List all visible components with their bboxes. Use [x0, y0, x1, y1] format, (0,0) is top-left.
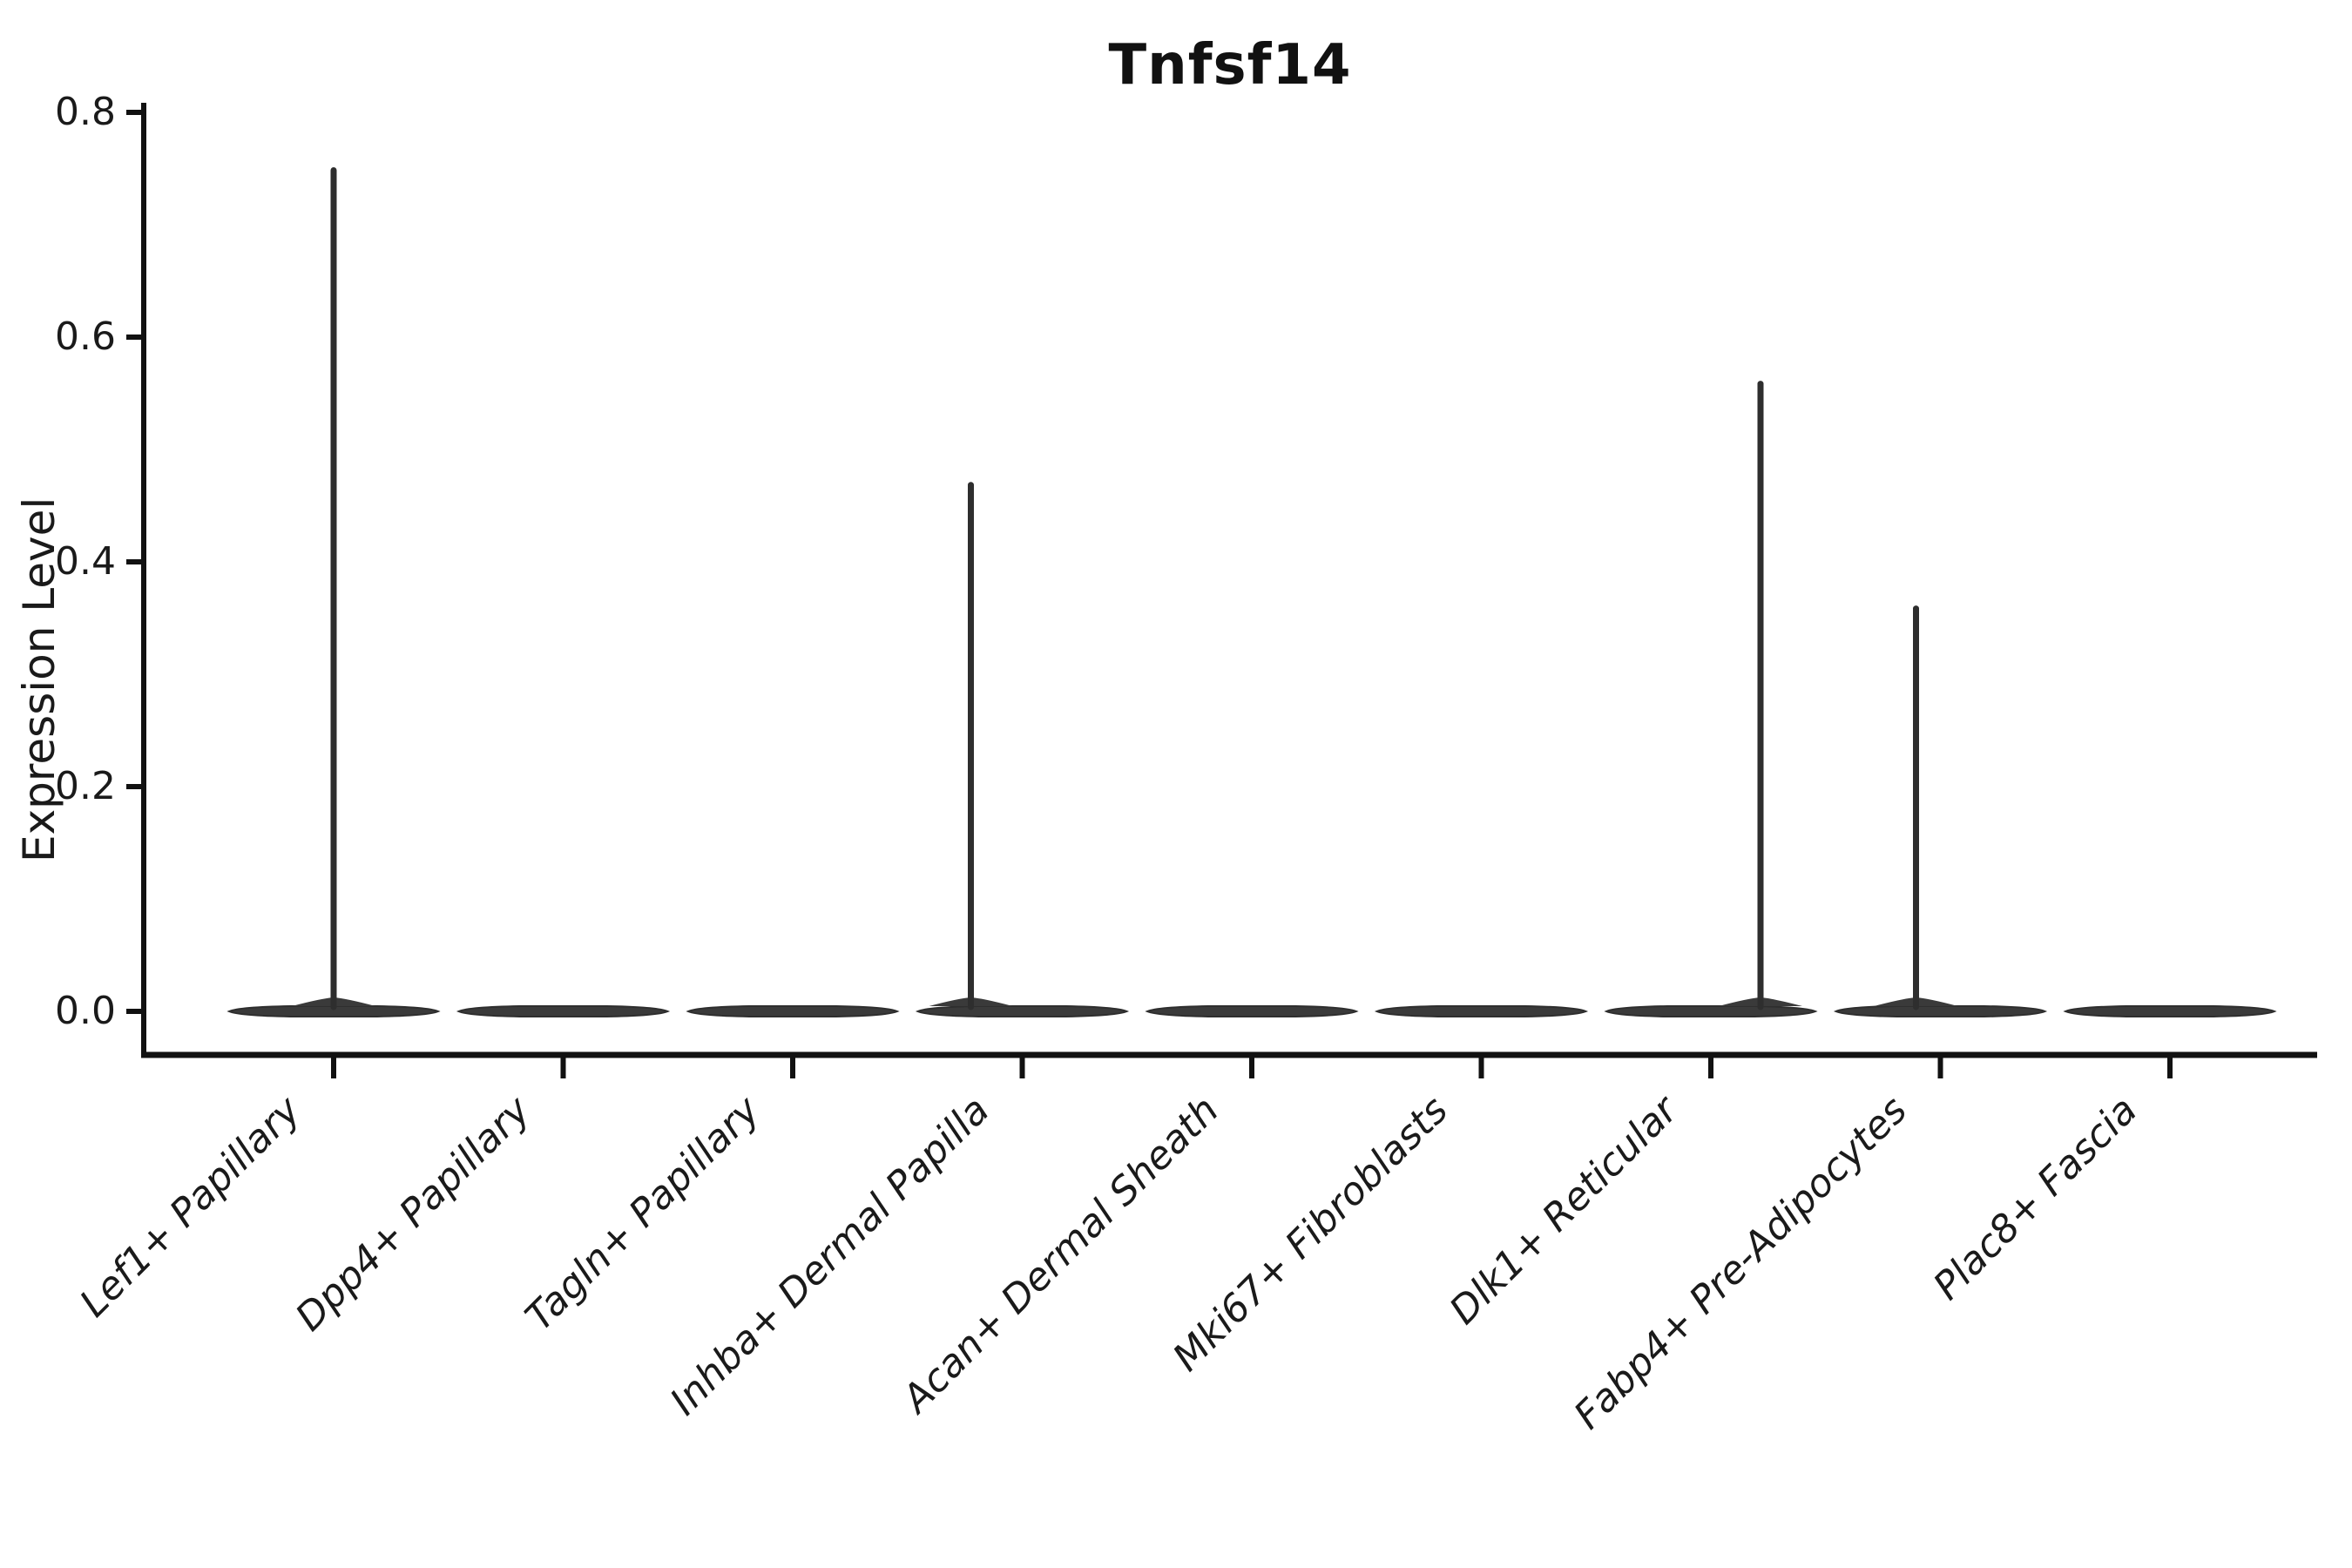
violin-body — [1374, 1005, 1589, 1017]
violin-body — [1604, 1005, 1818, 1017]
violin-inhba-dermal-papilla — [915, 482, 1130, 1017]
violin-body — [2063, 1005, 2277, 1017]
violin-body — [915, 1005, 1130, 1017]
violin-body — [226, 1005, 441, 1017]
y-tick-label: 0.8 — [55, 90, 116, 134]
violin-fabp4-pre-adipocytes — [1833, 605, 2048, 1017]
violin-layer — [226, 167, 2277, 1017]
violin-body — [1145, 1005, 1359, 1017]
y-tick-label: 0.0 — [55, 989, 116, 1033]
violin-dpp4-papillary — [456, 1005, 671, 1017]
violin-mki67-fibroblasts — [1374, 1005, 1589, 1017]
chart-title: Tnfsf14 — [1108, 33, 1352, 98]
violin-body — [456, 1005, 671, 1017]
violin-plac8-fascia — [2063, 1005, 2277, 1017]
violin-dlk1-reticular — [1604, 381, 1818, 1017]
violin-acan-dermal-sheath — [1145, 1005, 1359, 1017]
axes-layer — [126, 103, 2317, 1078]
y-tick-label: 0.6 — [55, 314, 116, 359]
violin-body — [1833, 1005, 2048, 1017]
y-tick-label: 0.4 — [55, 539, 116, 584]
violin-body — [686, 1005, 900, 1017]
violin-tagln-papillary — [686, 1005, 900, 1017]
y-tick-label: 0.2 — [55, 764, 116, 808]
violin-lef1-papillary — [226, 167, 441, 1017]
